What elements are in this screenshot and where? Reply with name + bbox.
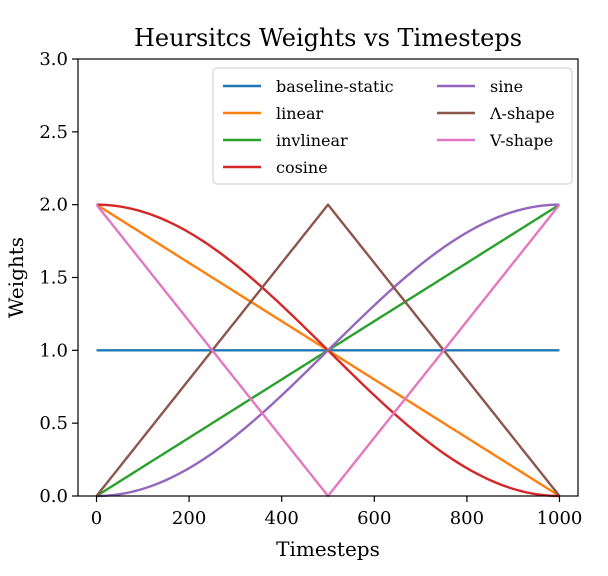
legend-label: cosine bbox=[276, 158, 328, 177]
legend-label: Λ-shape bbox=[489, 104, 555, 123]
y-tick-label: 2.5 bbox=[39, 122, 68, 143]
series-layer bbox=[95, 203, 561, 498]
y-tick-label: 0.5 bbox=[39, 413, 68, 434]
legend-label: V-shape bbox=[489, 131, 553, 150]
x-tick-label: 0 bbox=[91, 508, 102, 529]
legend-label: invlinear bbox=[276, 131, 348, 150]
x-tick-label: 800 bbox=[450, 508, 484, 529]
y-tick-label: 1.0 bbox=[39, 340, 68, 361]
chart-title: Heursitcs Weights vs Timesteps bbox=[134, 24, 522, 52]
series-line-sine bbox=[96, 203, 560, 498]
x-tick-label: 400 bbox=[265, 508, 299, 529]
x-axis-label: Timesteps bbox=[276, 537, 380, 561]
x-tick-label: 600 bbox=[357, 508, 391, 529]
legend-label: baseline-static bbox=[276, 77, 394, 96]
series-line-lambda bbox=[95, 203, 561, 497]
legend-label: linear bbox=[276, 104, 324, 123]
y-axis-label: Weights bbox=[4, 237, 28, 318]
legend-label: sine bbox=[490, 77, 523, 96]
y-tick-label: 0.0 bbox=[39, 486, 68, 507]
legend-box bbox=[212, 67, 573, 185]
x-tick-label: 1000 bbox=[537, 508, 583, 529]
ticks-layer: 0 200 400 600 800 1000 0.0 0.5 1.0 1.5 2.0 2.5 3.0 bbox=[39, 49, 582, 529]
legend: baseline-static linear invlinear cosine sine… bbox=[212, 67, 573, 185]
y-tick-label: 1.5 bbox=[39, 268, 68, 289]
y-tick-label: 2.0 bbox=[39, 195, 68, 216]
y-tick-label: 3.0 bbox=[39, 49, 68, 70]
x-tick-label: 200 bbox=[172, 508, 206, 529]
